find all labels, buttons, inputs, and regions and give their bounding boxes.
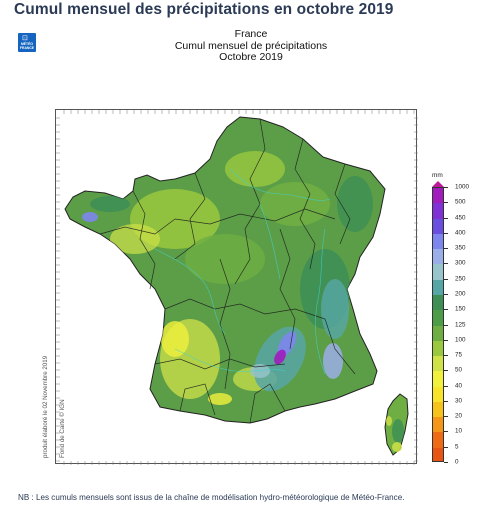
legend-label: 75	[455, 351, 463, 359]
legend-swatch	[433, 279, 443, 296]
legend-swatch	[433, 386, 443, 403]
legend-tick	[444, 217, 448, 219]
legend-label: 40	[455, 382, 463, 390]
legend-label: 50	[455, 366, 463, 374]
map-title-line-3: Octobre 2019	[219, 51, 283, 63]
legend-swatch	[433, 417, 443, 433]
legend-swatch	[433, 264, 443, 281]
legend-label: 150	[455, 305, 466, 313]
frame-ticks	[56, 110, 418, 465]
legend-swatch	[433, 432, 443, 449]
legend-swatch	[433, 447, 443, 461]
precipitation-legend: mm 1000 500 450 400 350 300 250 200 150 125 100 75 5…	[427, 172, 477, 466]
legend-tick	[444, 278, 448, 280]
legend-swatch	[433, 340, 443, 357]
legend-label: 0	[455, 458, 459, 466]
legend-tick	[444, 187, 448, 188]
legend-label: 250	[455, 275, 466, 283]
legend-unit: mm	[432, 172, 443, 179]
legend-label: 350	[455, 244, 466, 252]
legend-swatch	[433, 188, 443, 204]
map-title: France Cumul mensuel de précipitations O…	[150, 28, 352, 64]
legend-label: 20	[455, 412, 463, 420]
page-heading: Cumul mensuel des précipitations en octo…	[14, 1, 394, 18]
legend-swatch	[433, 325, 443, 342]
legend-label: 125	[455, 321, 466, 328]
legend-tick	[444, 248, 448, 250]
credit-produced: produit élaboré le 02 Novembre 2019	[42, 355, 49, 458]
legend-label: 500	[455, 198, 466, 206]
legend-tick	[444, 293, 448, 295]
legend-label: 1000	[455, 183, 470, 191]
legend-swatch	[433, 203, 443, 220]
meteo-france-logo-icon: ⊡ MÉTÉO FRANCE	[18, 33, 36, 52]
legend-swatch	[433, 371, 443, 388]
legend-label: 10	[455, 427, 463, 435]
legend-label: 100	[455, 336, 466, 344]
corsica	[384, 393, 409, 456]
legend-swatch	[433, 294, 443, 311]
legend-tick	[444, 431, 448, 433]
legend-tick	[444, 370, 448, 372]
legend-label: 300	[455, 259, 466, 267]
legend-swatch	[433, 249, 443, 265]
legend-tick	[444, 416, 448, 418]
footnote: NB : Les cumuls mensuels sont issus de l…	[18, 493, 405, 502]
legend-tick	[444, 462, 448, 463]
france-precipitation-field	[64, 116, 386, 424]
legend-label: 450	[455, 214, 466, 222]
legend-swatch	[433, 356, 443, 372]
legend-tick	[444, 309, 448, 311]
legend-tick	[444, 232, 448, 234]
legend-swatch	[433, 310, 443, 326]
legend-label: 5	[455, 443, 459, 451]
precipitation-map	[64, 116, 409, 456]
legend-swatch	[433, 233, 443, 250]
legend-tick	[444, 446, 448, 448]
legend-tick	[444, 385, 448, 387]
legend-tick	[444, 355, 448, 357]
legend-tick	[444, 339, 448, 341]
legend-label: 200	[455, 290, 466, 298]
legend-label: 400	[455, 229, 466, 237]
legend-swatch	[433, 218, 443, 235]
legend-tick	[444, 400, 448, 402]
legend-overflow-arrow-icon	[432, 181, 444, 187]
legend-color-bar	[432, 187, 444, 462]
map-title-line-1: France	[234, 28, 268, 40]
legend-label: 30	[455, 397, 463, 405]
legend-tick	[444, 324, 448, 326]
map-title-line-2: Cumul mensuel de précipitations	[174, 39, 328, 52]
logo-text: MÉTÉO FRANCE	[19, 42, 35, 50]
legend-tick	[444, 202, 448, 204]
legend-tick	[444, 263, 448, 265]
legend-swatch	[433, 401, 443, 418]
